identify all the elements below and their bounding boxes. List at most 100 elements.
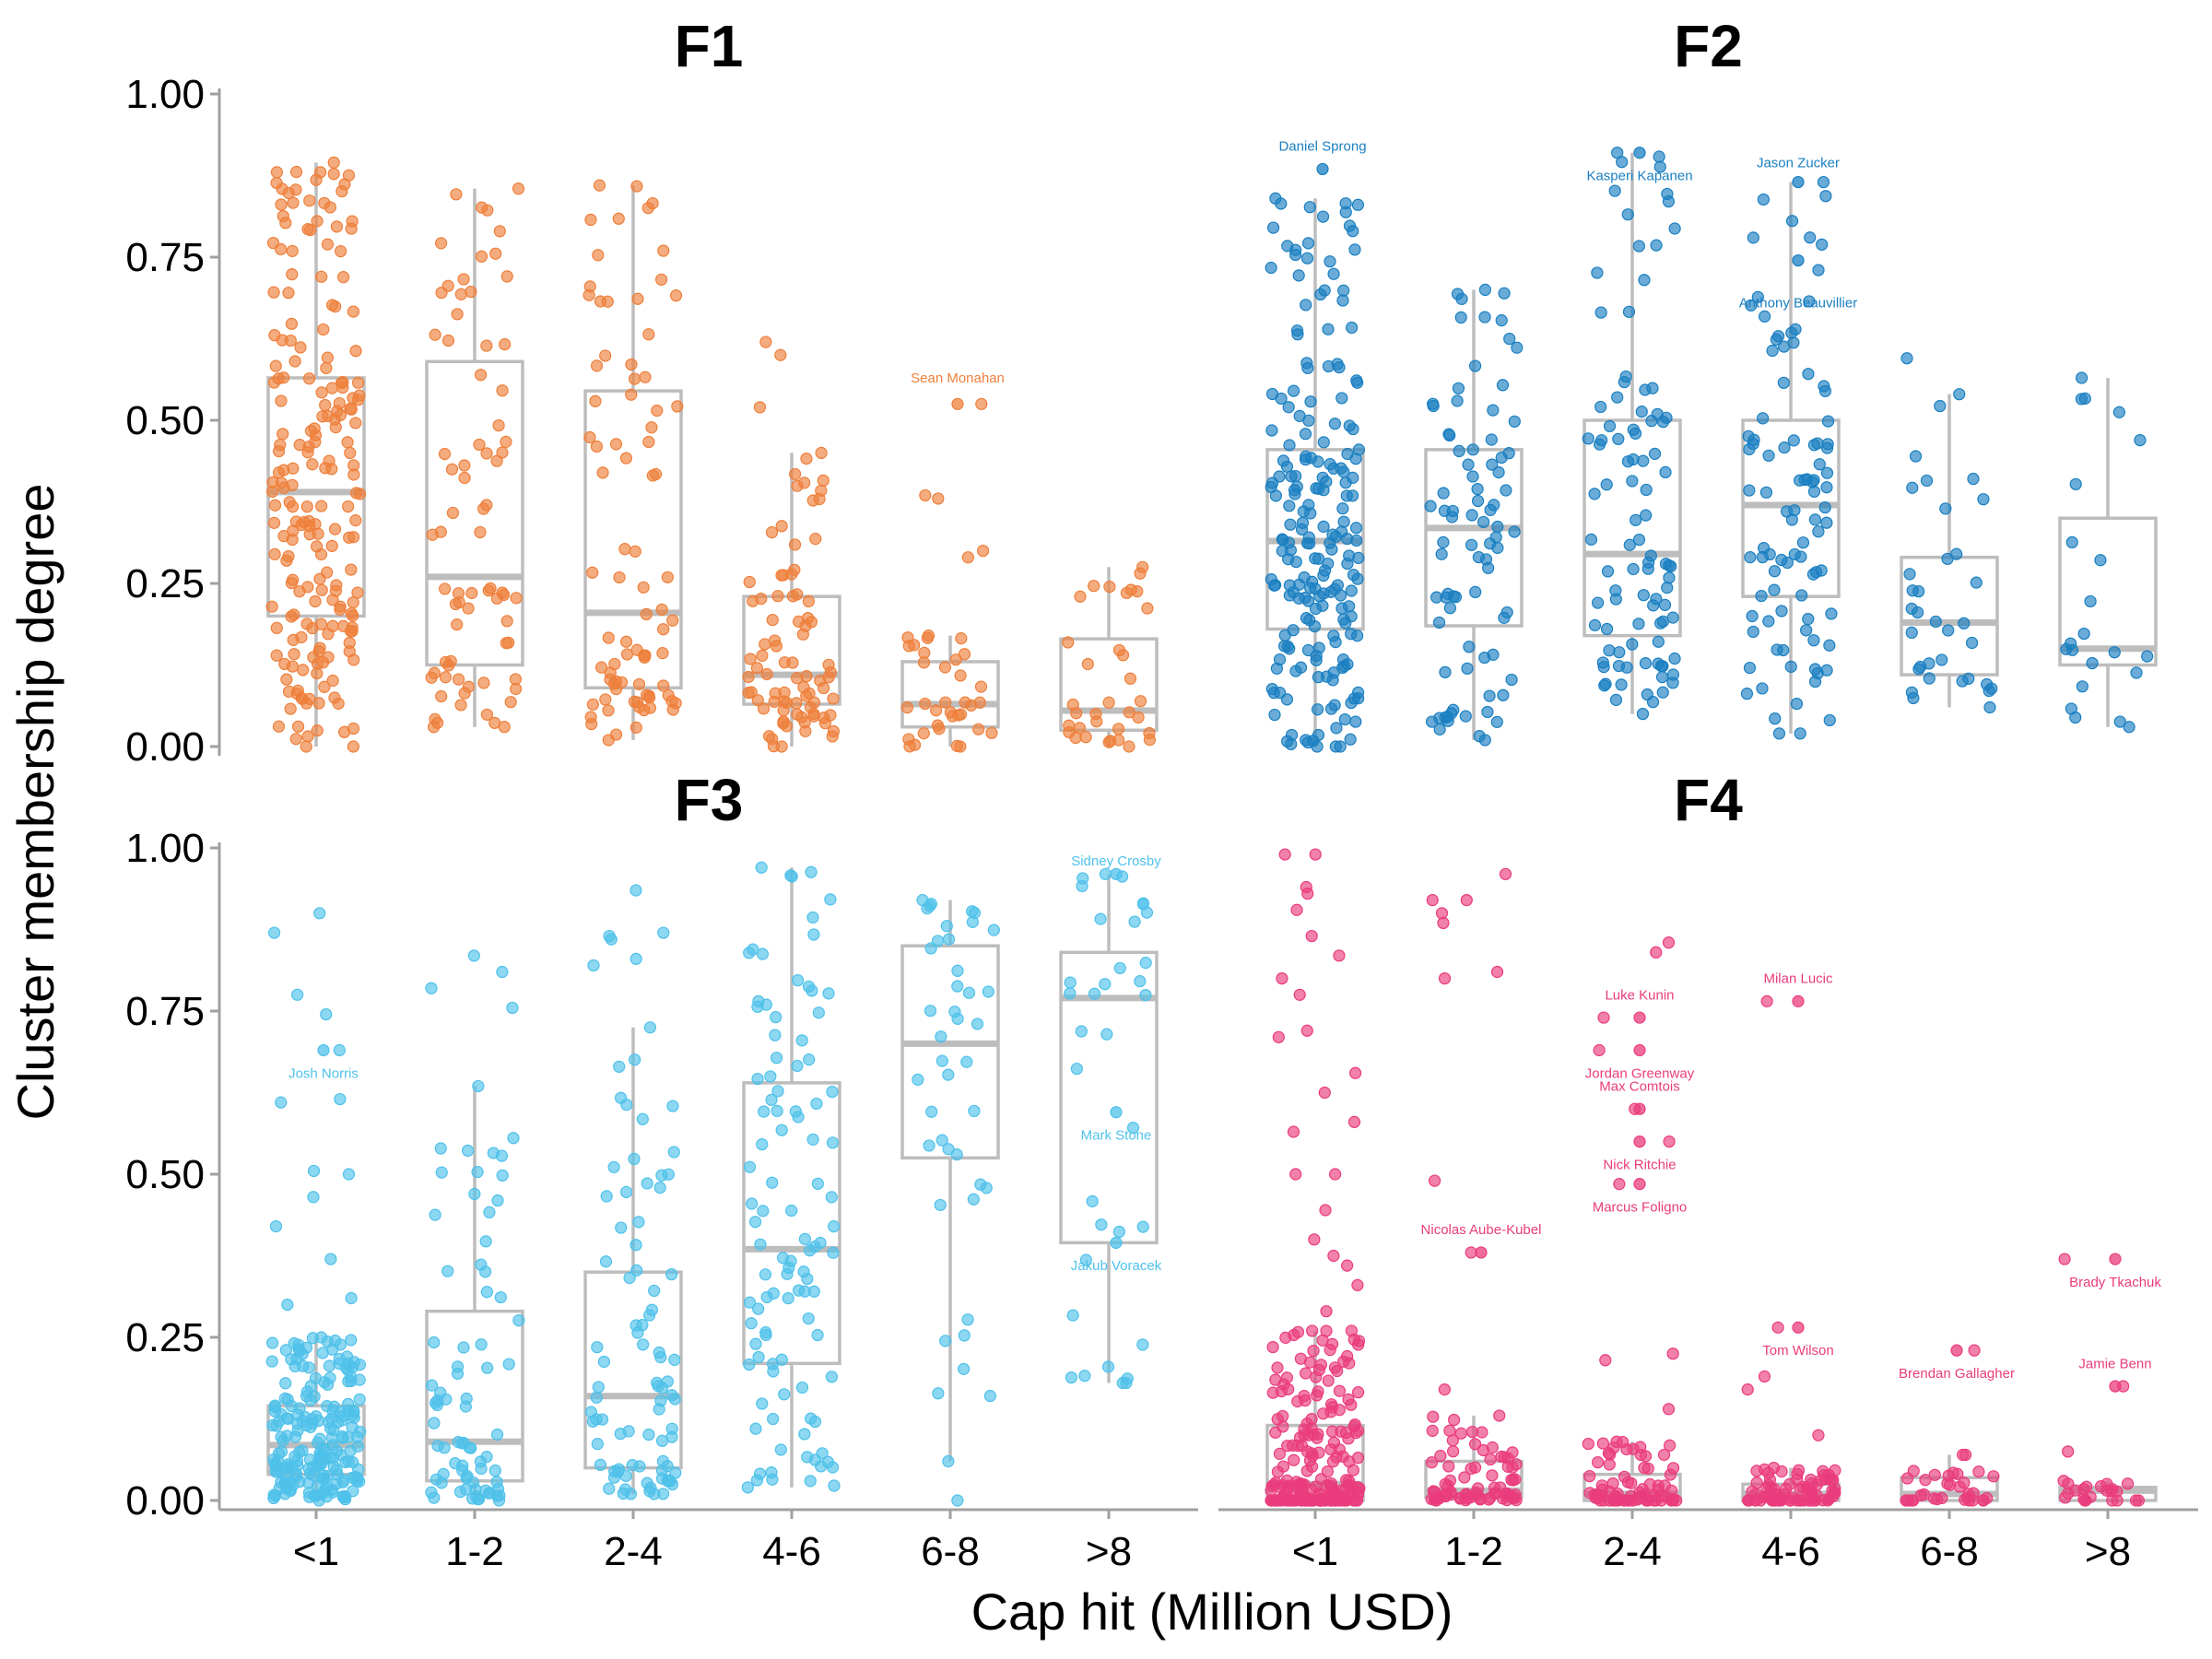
data-point bbox=[1619, 370, 1632, 383]
data-point bbox=[765, 526, 779, 539]
data-point bbox=[1272, 1030, 1285, 1043]
data-point bbox=[1928, 1468, 1941, 1481]
data-point bbox=[1433, 723, 1446, 735]
data-point bbox=[454, 699, 467, 712]
data-point bbox=[441, 279, 454, 292]
data-point bbox=[313, 641, 326, 654]
boxplot-1-2 bbox=[425, 188, 524, 727]
data-point bbox=[1465, 1246, 1477, 1259]
data-point bbox=[951, 1012, 964, 1025]
data-point bbox=[1496, 379, 1510, 392]
data-point bbox=[924, 942, 937, 955]
data-point bbox=[661, 571, 674, 583]
data-point bbox=[824, 893, 837, 906]
data-point bbox=[334, 1092, 347, 1106]
box bbox=[583, 389, 683, 690]
data-point bbox=[775, 1353, 788, 1366]
data-point bbox=[805, 865, 818, 878]
data-point bbox=[1639, 1450, 1653, 1463]
data-point bbox=[1288, 1328, 1300, 1342]
data-point bbox=[771, 590, 784, 603]
data-point bbox=[1305, 1447, 1318, 1460]
data-point bbox=[1328, 418, 1342, 430]
data-point bbox=[475, 1258, 488, 1271]
data-point bbox=[1101, 1360, 1115, 1373]
data-point bbox=[1650, 946, 1663, 959]
data-point bbox=[293, 1402, 306, 1415]
data-point bbox=[328, 413, 341, 426]
data-point bbox=[1469, 1461, 1482, 1474]
data-point bbox=[311, 215, 324, 228]
data-point bbox=[334, 1338, 347, 1351]
data-point bbox=[280, 673, 293, 686]
x-tick-label: 6-8 bbox=[921, 1529, 980, 1574]
data-point bbox=[1784, 660, 1797, 673]
data-point bbox=[275, 198, 288, 211]
data-point bbox=[1493, 1409, 1506, 1422]
data-point bbox=[288, 608, 300, 621]
annotated-point bbox=[1792, 1321, 1805, 1334]
data-point bbox=[1079, 731, 1092, 744]
data-point bbox=[1136, 1220, 1149, 1233]
data-point bbox=[923, 1139, 935, 1152]
data-point bbox=[752, 1302, 765, 1315]
data-point bbox=[320, 1007, 333, 1021]
data-point bbox=[1308, 1233, 1321, 1246]
data-point bbox=[465, 285, 477, 299]
data-point bbox=[639, 371, 652, 383]
data-point bbox=[457, 1341, 470, 1354]
data-point bbox=[1771, 1321, 1784, 1334]
data-point bbox=[812, 1006, 825, 1019]
point-label: Jakub Voracek bbox=[1071, 1258, 1162, 1274]
data-point bbox=[1821, 1494, 1834, 1507]
data-point bbox=[974, 1178, 987, 1191]
data-point bbox=[791, 1059, 804, 1073]
data-point bbox=[434, 1142, 447, 1155]
data-point bbox=[653, 1182, 666, 1194]
data-point bbox=[1653, 150, 1665, 163]
data-point bbox=[1341, 447, 1354, 461]
data-point bbox=[1312, 1487, 1326, 1500]
data-point bbox=[342, 500, 355, 513]
data-point bbox=[1477, 515, 1490, 529]
data-point bbox=[300, 697, 313, 710]
data-point bbox=[326, 674, 339, 688]
data-point bbox=[1336, 294, 1349, 307]
data-point bbox=[1632, 533, 1646, 547]
data-point bbox=[751, 1072, 764, 1086]
data-point bbox=[286, 1461, 299, 1474]
data-point bbox=[932, 1387, 945, 1400]
data-point bbox=[349, 417, 362, 429]
data-point bbox=[811, 1177, 825, 1190]
data-point bbox=[1139, 957, 1152, 970]
data-point bbox=[490, 1428, 504, 1441]
data-point bbox=[1268, 708, 1281, 722]
data-point bbox=[1318, 1086, 1331, 1100]
data-point bbox=[1953, 388, 1966, 401]
data-point bbox=[1803, 295, 1816, 308]
data-point bbox=[619, 1185, 633, 1198]
data-point bbox=[641, 202, 654, 215]
data-point bbox=[619, 452, 633, 465]
data-point bbox=[441, 1265, 454, 1277]
data-point bbox=[346, 1421, 359, 1434]
data-point bbox=[1936, 1491, 1948, 1504]
data-point bbox=[425, 671, 438, 684]
data-point bbox=[1451, 394, 1464, 407]
data-point bbox=[1666, 1347, 1679, 1360]
data-point bbox=[294, 341, 307, 354]
data-point bbox=[584, 213, 597, 227]
data-point bbox=[1644, 549, 1657, 562]
data-point bbox=[1465, 509, 1478, 522]
data-point bbox=[826, 1136, 840, 1149]
data-point bbox=[451, 1367, 465, 1380]
data-point bbox=[347, 653, 360, 666]
data-point bbox=[291, 720, 305, 733]
data-point bbox=[284, 702, 297, 715]
data-point bbox=[791, 672, 804, 685]
data-point bbox=[786, 656, 799, 669]
data-point bbox=[312, 697, 325, 710]
data-point bbox=[656, 647, 669, 660]
data-point bbox=[1503, 333, 1516, 346]
data-point bbox=[1338, 712, 1351, 726]
